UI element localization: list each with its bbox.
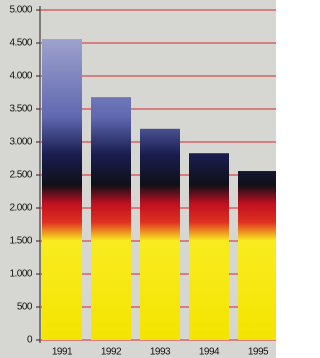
y-tick-label: 4.000 [9, 71, 32, 82]
page: {"chart_data": {"type": "bar", "categori… [0, 0, 320, 358]
x-tick-label: 1994 [199, 347, 220, 358]
bar [91, 97, 131, 340]
x-tick-label: 1995 [248, 347, 269, 358]
bar [140, 129, 180, 340]
x-tick-label: 1991 [52, 347, 73, 358]
y-tick-label: 3.500 [9, 104, 32, 115]
y-tick-label: 5.000 [9, 5, 32, 16]
background [0, 0, 276, 358]
y-tick-label: 1.500 [9, 236, 32, 247]
y-tick-label: 500 [17, 302, 33, 313]
y-tick-label: 3.000 [9, 137, 32, 148]
y-tick-label: 4.500 [9, 38, 32, 49]
x-tick-label: 1993 [150, 347, 171, 358]
x-tick-label: 1992 [101, 347, 122, 358]
y-tick-label: 1.000 [9, 269, 32, 280]
bar [238, 171, 276, 340]
bar [189, 153, 229, 340]
bar [42, 39, 82, 340]
chart: 05001.0001.5002.0002.5003.0003.5004.0004… [0, 0, 276, 358]
y-tick-label: 2.000 [9, 203, 32, 214]
y-tick-label: 2.500 [9, 170, 32, 181]
